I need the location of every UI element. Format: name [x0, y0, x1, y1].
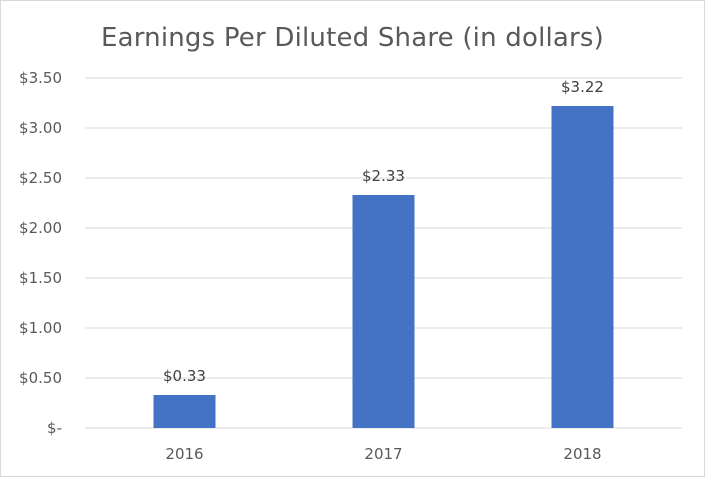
chart-title: Earnings Per Diluted Share (in dollars) [100, 23, 605, 53]
y-tick-label: $3.00 [19, 119, 62, 137]
data-label: $3.22 [561, 78, 604, 96]
bar [352, 195, 415, 428]
bar [551, 106, 614, 428]
x-tick-label: 2018 [563, 445, 601, 463]
data-label: $2.33 [362, 167, 405, 185]
y-tick-label: $1.00 [19, 319, 62, 337]
y-tick-label: $2.00 [19, 219, 62, 237]
y-tick-label: $0.50 [19, 369, 62, 387]
bar [153, 395, 216, 428]
y-tick-label: $3.50 [19, 69, 62, 87]
data-label: $0.33 [163, 367, 206, 385]
x-tick-label: 2017 [364, 445, 402, 463]
y-tick-label: $- [47, 419, 62, 437]
x-tick-label: 2016 [165, 445, 203, 463]
y-tick-label: $1.50 [19, 269, 62, 287]
y-tick-label: $2.50 [19, 169, 62, 187]
